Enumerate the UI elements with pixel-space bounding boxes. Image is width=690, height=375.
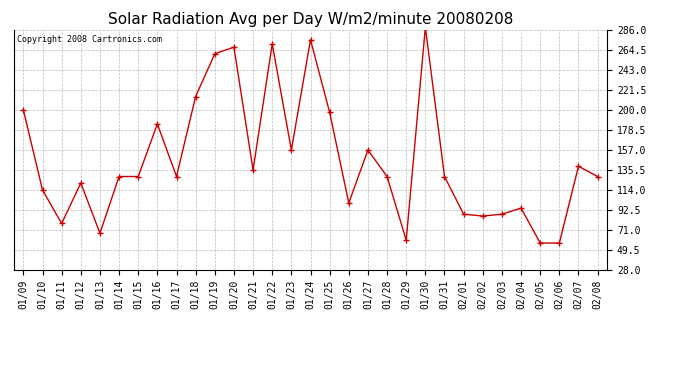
- Text: Copyright 2008 Cartronics.com: Copyright 2008 Cartronics.com: [17, 35, 161, 44]
- Title: Solar Radiation Avg per Day W/m2/minute 20080208: Solar Radiation Avg per Day W/m2/minute …: [108, 12, 513, 27]
